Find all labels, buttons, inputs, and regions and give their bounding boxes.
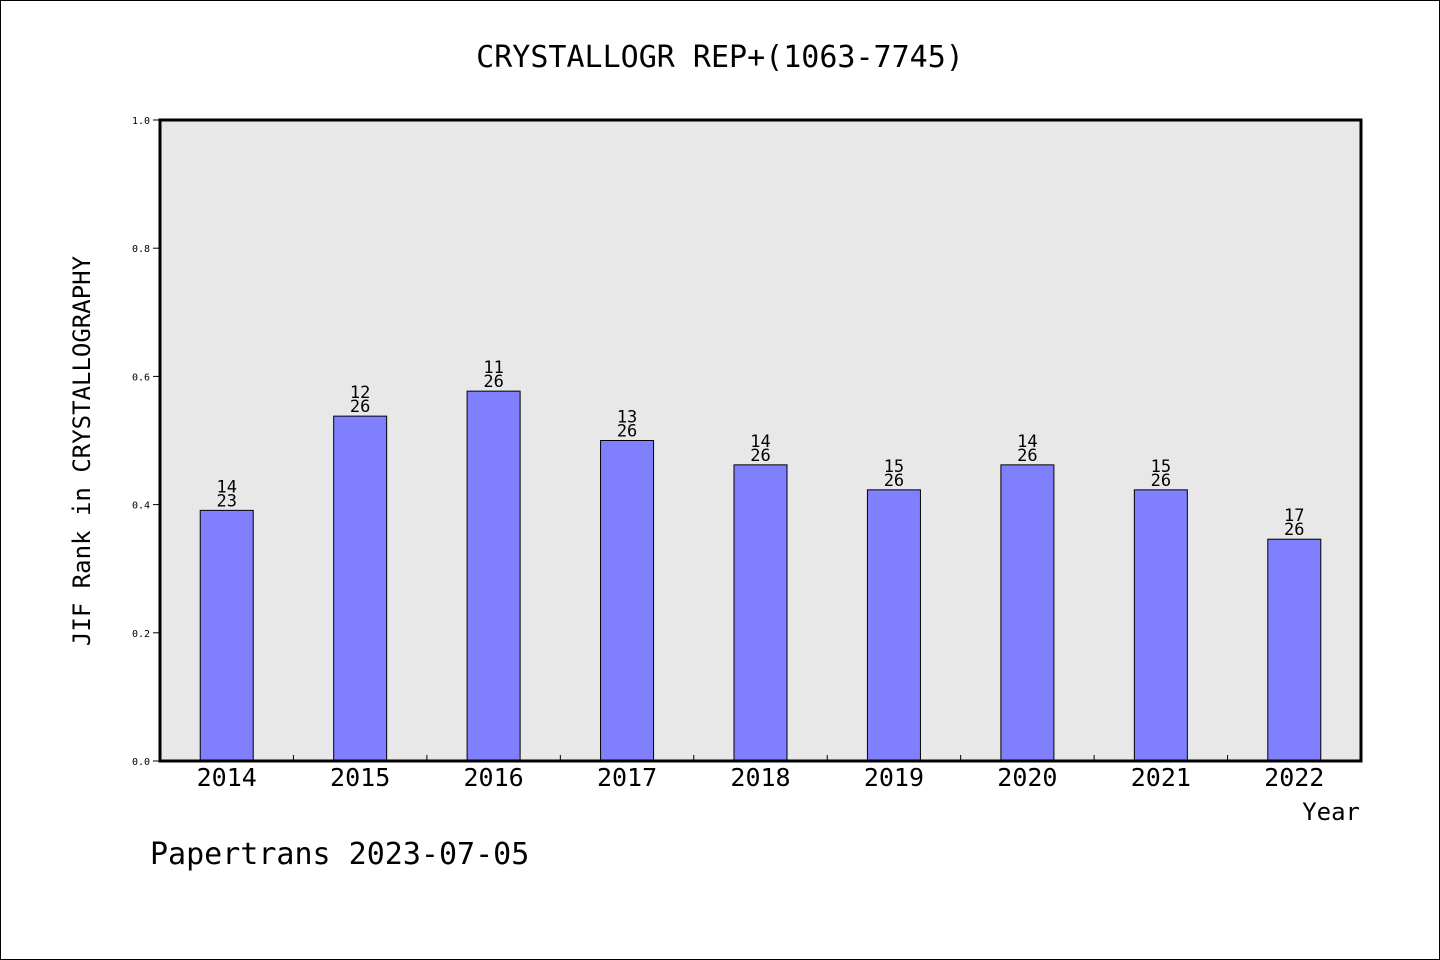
y-axis: 0.0 0.2 0.4 0.6 0.8 1.0 (132, 116, 160, 768)
bar-rank-label: 11 (483, 358, 503, 378)
plot-border (158, 118, 1363, 763)
bar-rank-label: 14 (750, 432, 770, 452)
bar-2018 (733, 464, 788, 762)
bar-rank-label: 12 (350, 383, 370, 403)
bar-total-label: 26 (884, 471, 904, 491)
bar-total-label: 26 (483, 372, 503, 392)
bar-rank-label: 17 (1284, 506, 1304, 526)
bar-2014 (199, 509, 254, 762)
bar-2016 (466, 390, 521, 762)
bar-rank-label: 14 (216, 477, 236, 497)
x-tick-label: 2021 (1131, 763, 1191, 792)
bar-total-label: 26 (350, 397, 370, 417)
bar-total-label: 23 (216, 491, 236, 511)
x-tick-label: 2014 (197, 763, 257, 792)
bar-total-label: 26 (1017, 446, 1037, 466)
x-tick-label: 2016 (464, 763, 524, 792)
bar-total-label: 26 (1284, 520, 1304, 540)
x-tick-label: 2019 (864, 763, 924, 792)
footer-stamp: Papertrans 2023-07-05 (150, 837, 529, 872)
x-tick-label: 2022 (1264, 763, 1324, 792)
y-tick-label: 0.0 (132, 757, 150, 768)
x-tick-label: 2020 (997, 763, 1057, 792)
x-axis-label: Year (1302, 798, 1360, 826)
x-tick-label: 2015 (330, 763, 390, 792)
bar-rank-label: 15 (884, 457, 904, 477)
bar-2019 (866, 489, 921, 762)
y-tick-label: 0.2 (132, 629, 150, 640)
bar-2015 (333, 415, 388, 762)
bar-2017 (600, 440, 655, 762)
y-axis-label: JIF Rank in CRYSTALLOGRAPHY (68, 255, 96, 646)
bar-rank-label: 13 (617, 408, 637, 428)
x-tick-label: 2018 (730, 763, 790, 792)
bar-total-label: 26 (1151, 471, 1171, 491)
x-tick-label: 2017 (597, 763, 657, 792)
y-tick-label: 0.6 (132, 372, 150, 383)
chart-title: CRYSTALLOGR REP+(1063-7745) (476, 40, 964, 75)
bar-total-label: 26 (750, 446, 770, 466)
y-tick-label: 0.4 (132, 501, 150, 512)
y-tick-label: 0.8 (132, 244, 150, 255)
bar-total-label: 26 (617, 422, 637, 442)
x-axis: 2014 2015 2016 2017 2018 2019 2020 2021 2022 (197, 755, 1324, 792)
bar-2020 (1000, 464, 1055, 762)
bar-2021 (1133, 489, 1188, 762)
bar-rank-label: 15 (1151, 457, 1171, 477)
y-tick-label: 1.0 (132, 116, 150, 127)
bar-rank-label: 14 (1017, 432, 1037, 452)
bar-2022 (1267, 538, 1322, 762)
